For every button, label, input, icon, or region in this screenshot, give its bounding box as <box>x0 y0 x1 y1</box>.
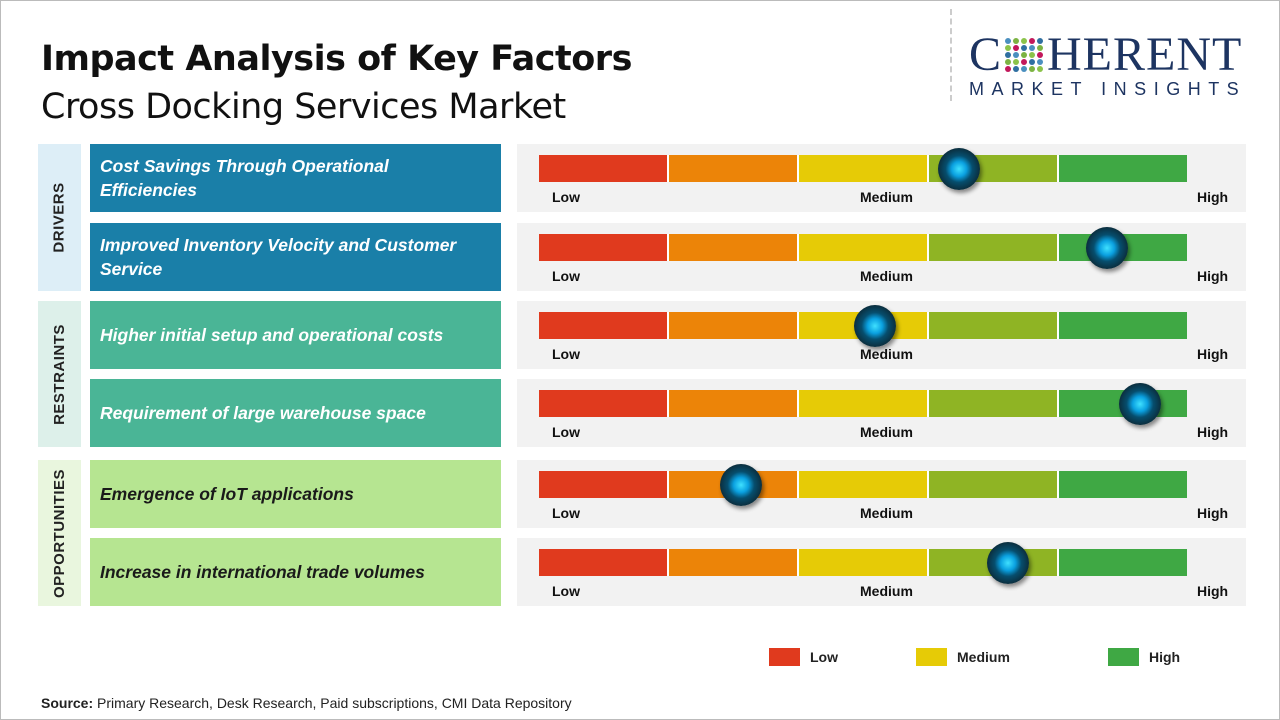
legend-label: Low <box>810 649 838 665</box>
scale-segment <box>799 234 929 261</box>
impact-gauge: Low Medium High <box>517 223 1246 291</box>
scale-medium-label: Medium <box>860 583 913 599</box>
scale-high-label: High <box>1197 424 1229 440</box>
scale-segment <box>929 234 1059 261</box>
page-subtitle: Cross Docking Services Market <box>41 87 566 127</box>
legend-medium: Medium <box>916 648 1010 666</box>
impact-scale-bar <box>539 312 1187 339</box>
scale-medium-label: Medium <box>860 424 913 440</box>
impact-gauge: Low Medium High <box>517 538 1246 606</box>
category-drivers: DRIVERS <box>38 144 81 291</box>
legend-swatch <box>769 648 800 666</box>
scale-low-label: Low <box>552 583 580 599</box>
impact-scale-bar <box>539 471 1187 498</box>
scale-segment <box>1059 312 1187 339</box>
impact-scale-bar <box>539 234 1187 261</box>
logo-letter: C <box>969 28 1003 81</box>
legend-low: Low <box>769 648 838 666</box>
factor-label: Higher initial setup and operational cos… <box>90 301 501 369</box>
scale-high-label: High <box>1197 268 1229 284</box>
impact-gauge: Low Medium High <box>517 379 1246 447</box>
scale-high-label: High <box>1197 583 1229 599</box>
scale-low-label: Low <box>552 189 580 205</box>
scale-segment <box>1059 471 1187 498</box>
impact-scale-bar <box>539 390 1187 417</box>
logo-tagline: MARKET INSIGHTS <box>969 79 1247 99</box>
scale-low-label: Low <box>552 424 580 440</box>
scale-medium-label: Medium <box>860 268 913 284</box>
logo-text: HERENT <box>1047 28 1243 81</box>
scale-segment <box>539 390 669 417</box>
scale-medium-label: Medium <box>860 189 913 205</box>
scale-segment <box>539 155 669 182</box>
source-note: Source: Primary Research, Desk Research,… <box>41 695 572 711</box>
legend-swatch <box>1108 648 1139 666</box>
scale-segment <box>799 390 929 417</box>
legend-high: High <box>1108 648 1180 666</box>
page-title: Impact Analysis of Key Factors <box>41 39 632 79</box>
impact-indicator-knob <box>854 305 897 347</box>
scale-segment <box>799 549 929 576</box>
globe-icon <box>1005 38 1044 72</box>
scale-segment <box>1059 155 1187 182</box>
scale-low-label: Low <box>552 505 580 521</box>
scale-segment <box>929 312 1059 339</box>
factor-label: Requirement of large warehouse space <box>90 379 501 447</box>
scale-segment <box>669 234 799 261</box>
impact-scale-bar <box>539 549 1187 576</box>
legend-swatch <box>916 648 947 666</box>
source-label: Source: <box>41 695 94 711</box>
divider <box>950 9 952 101</box>
impact-gauge: Low Medium High <box>517 301 1246 369</box>
scale-low-label: Low <box>552 268 580 284</box>
scale-medium-label: Medium <box>860 346 913 362</box>
category-label: RESTRAINTS <box>51 323 68 425</box>
scale-segment <box>539 471 669 498</box>
company-logo: C HERENT MARKET INSIGHTS <box>969 28 1264 100</box>
scale-segment <box>929 390 1059 417</box>
scale-segment <box>539 234 669 261</box>
impact-gauge: Low Medium High <box>517 460 1246 528</box>
factor-label: Emergence of IoT applications <box>90 460 501 528</box>
impact-indicator-knob <box>1118 383 1161 425</box>
scale-segment <box>799 155 929 182</box>
legend-label: Medium <box>957 649 1010 665</box>
factor-label: Cost Savings Through Operational Efficie… <box>90 144 501 212</box>
factor-label: Increase in international trade volumes <box>90 538 501 606</box>
category-label: DRIVERS <box>51 182 68 253</box>
scale-segment <box>929 471 1059 498</box>
scale-medium-label: Medium <box>860 505 913 521</box>
scale-segment <box>669 390 799 417</box>
scale-segment <box>669 312 799 339</box>
source-text: Primary Research, Desk Research, Paid su… <box>93 695 572 711</box>
category-opportunities: OPPORTUNITIES <box>38 460 81 606</box>
factor-label: Improved Inventory Velocity and Customer… <box>90 223 501 291</box>
scale-segment <box>799 471 929 498</box>
scale-low-label: Low <box>552 346 580 362</box>
scale-high-label: High <box>1197 189 1229 205</box>
scale-segment <box>669 549 799 576</box>
legend-label: High <box>1149 649 1181 665</box>
scale-high-label: High <box>1197 505 1229 521</box>
impact-indicator-knob <box>720 464 763 506</box>
category-restraints: RESTRAINTS <box>38 301 81 447</box>
impact-indicator-knob <box>1086 227 1129 269</box>
impact-scale-bar <box>539 155 1187 182</box>
scale-segment <box>1059 549 1187 576</box>
category-label: OPPORTUNITIES <box>51 468 69 598</box>
impact-indicator-knob <box>987 542 1030 584</box>
scale-segment <box>669 155 799 182</box>
impact-indicator-knob <box>937 148 980 190</box>
scale-segment <box>539 549 669 576</box>
scale-segment <box>539 312 669 339</box>
impact-gauge: Low Medium High <box>517 144 1246 212</box>
scale-high-label: High <box>1197 346 1229 362</box>
